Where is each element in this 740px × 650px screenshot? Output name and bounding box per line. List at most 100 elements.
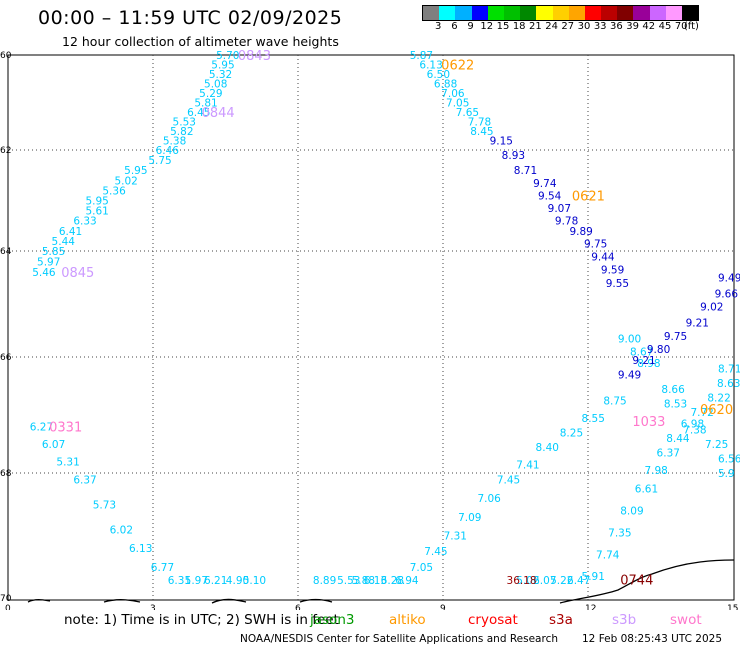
wave-height-value: 8.89 [313, 575, 336, 587]
color-swatch [471, 6, 488, 20]
wave-height-value: 7.45 [424, 546, 447, 558]
wave-height-value: 7.78 [468, 117, 491, 129]
wave-height-value: 6.77 [151, 562, 174, 574]
wave-height-value: 7.38 [683, 425, 706, 437]
pass-time-label: 0845 [61, 266, 94, 281]
wave-height-value: 5.9 [718, 468, 735, 480]
color-swatch [552, 6, 569, 20]
wave-height-value: 7.65 [456, 107, 479, 119]
wave-height-value: 9.15 [490, 136, 513, 148]
wave-height-value: 5.29 [199, 88, 222, 100]
wave-height-value: 9.66 [715, 288, 739, 300]
wave-height-value: 8.53 [664, 398, 687, 410]
axis-ticks: 60 62 64 66 68 700 3 6 9 12 15 [0, 51, 738, 610]
color-scale-label: 15 [496, 21, 510, 32]
wave-height-value: 6.41 [59, 226, 82, 238]
wave-height-value: 8.93 [502, 150, 525, 162]
wave-height-value: 7.74 [596, 549, 620, 561]
color-swatch [682, 6, 699, 20]
wave-height-value: 6.31 [168, 575, 191, 587]
color-scale-label: 33 [593, 21, 607, 32]
longitude-tick-label: 0 [5, 604, 11, 610]
wave-height-value: 5.31 [56, 456, 79, 468]
wave-height-value: 7.06 [441, 88, 465, 100]
satellite-legend-item: s3b [612, 612, 637, 628]
color-scale-label: 12 [480, 21, 494, 32]
wave-height-value: 5.22 [550, 575, 573, 587]
wave-height-value: 7.05 [446, 98, 469, 110]
satellite-legend-item: s3a [549, 612, 573, 628]
wave-height-value: 6.61 [635, 484, 658, 496]
map-frame [7, 54, 735, 601]
coastline [27, 559, 735, 604]
wave-height-value: 7.45 [497, 474, 520, 486]
wave-height-value: 9.59 [601, 265, 624, 277]
pass-time-label: 1033 [632, 415, 665, 430]
color-scale-label: 3 [435, 21, 442, 32]
color-swatch [665, 6, 682, 20]
wave-height-value: 6.07 [42, 439, 65, 451]
wave-height-value: 5.36 [102, 185, 126, 197]
wave-height-value: 4.90 [226, 575, 249, 587]
wave-height-value: 8.09 [620, 506, 643, 518]
footer-credit: NOAA/NESDIS Center for Satellite Applica… [240, 633, 558, 645]
wave-height-value: 9.89 [569, 226, 592, 238]
wave-height-value: 8.63 [717, 378, 740, 390]
color-scale-label: 6 [451, 21, 458, 32]
wave-height-value: 5.08 [204, 79, 227, 91]
latitude-tick-label: 68 [0, 469, 12, 479]
wave-height-value: 8.75 [603, 396, 626, 408]
color-swatch [633, 6, 650, 20]
wave-height-value: 7.25 [705, 439, 728, 451]
color-scale-label: 70 [674, 21, 688, 32]
color-scale-labels: 3 6 9 12 15 18 21 24 27 30 33 36 39 42 45 70 (ft) [422, 21, 740, 33]
wave-height-value: 9.07 [548, 203, 571, 215]
wave-height-value: 7.41 [516, 459, 539, 471]
wave-height-value: 9.49 [718, 273, 740, 285]
wave-height-value: 6.46 [156, 145, 180, 157]
satellite-legend-item: swot [670, 612, 702, 628]
color-swatch [584, 6, 602, 20]
wave-height-value: 5.44 [52, 236, 76, 248]
altimeter-tracks: 5.705.955.325.085.295.816.455.535.825.38… [30, 50, 740, 587]
wave-height-value: 9.21 [632, 355, 655, 367]
wave-height-value: 36.18 [507, 575, 537, 587]
color-scale-label: 9 [467, 21, 474, 32]
wave-height-value: 7.31 [444, 531, 467, 543]
pass-time-label: 0331 [49, 421, 82, 436]
footer-timestamp: 12 Feb 08:25:43 UTC 2025 [582, 633, 722, 645]
wave-height-value: 8.66 [661, 384, 685, 396]
wave-height-value: 7.98 [644, 465, 667, 477]
wave-height-value: 6.21 [204, 575, 227, 587]
wave-height-value: 8.67 [630, 347, 653, 359]
wave-height-value: 5.61 [85, 206, 108, 218]
wave-height-value: 6.13 [419, 60, 442, 72]
color-scale-label: (ft) [683, 21, 699, 32]
wave-height-value: 8.44 [666, 433, 690, 445]
wave-height-value: 6.56 [718, 454, 740, 466]
wave-height-value: 8.55 [582, 413, 605, 425]
color-swatch [520, 6, 537, 20]
color-swatch [439, 6, 456, 20]
wave-height-value: 8.71 [514, 165, 537, 177]
wave-height-value: 6.33 [73, 216, 96, 228]
wave-height-value: 6.98 [681, 419, 704, 431]
wave-height-value: 5.91 [582, 571, 605, 583]
wave-height-value: 5.02 [516, 575, 539, 587]
wave-height-value: 5.10 [243, 575, 266, 587]
color-scale-label: 45 [658, 21, 672, 32]
wave-height-value: 8.98 [637, 358, 660, 370]
color-swatch [649, 6, 666, 20]
map-grid [8, 55, 734, 600]
wave-height-value: 5.46 [32, 267, 56, 279]
color-scale-label: 21 [529, 21, 542, 32]
wave-height-value: 9.02 [700, 302, 723, 314]
satellite-legend-item: altiko [389, 612, 426, 628]
color-swatch [601, 6, 618, 20]
latitude-tick-label: 64 [0, 247, 12, 257]
latitude-tick-label: 62 [0, 146, 11, 156]
wave-height-value: 9.75 [664, 331, 687, 343]
wave-height-value: 9.74 [533, 178, 557, 190]
wave-height-value: 8.45 [470, 126, 493, 138]
